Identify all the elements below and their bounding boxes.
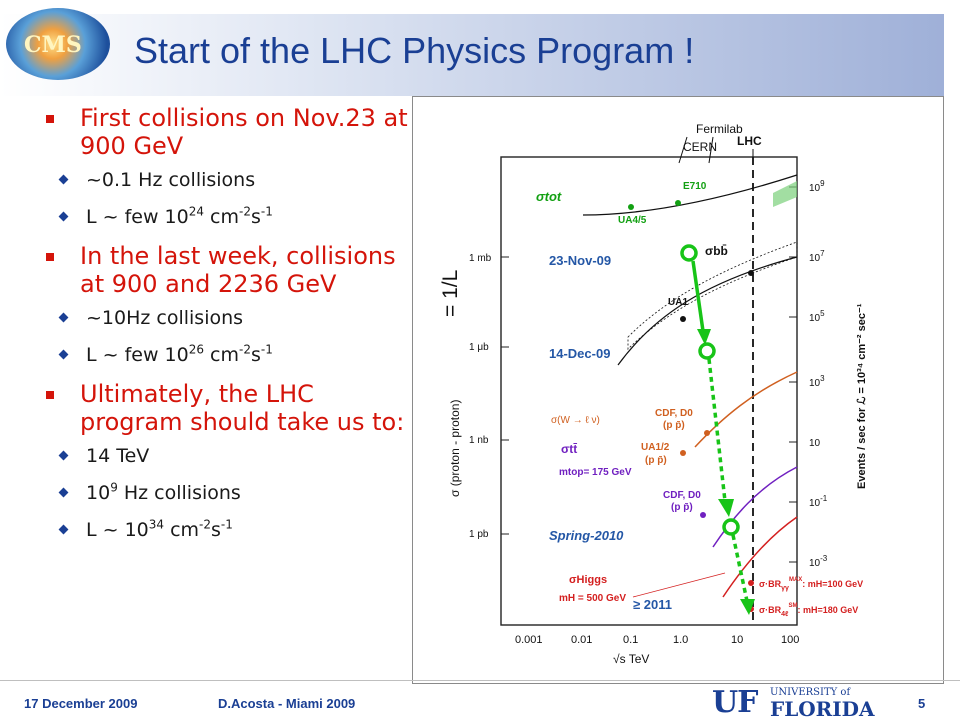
label-ppbar-top: (p p̄): [671, 502, 693, 513]
top-label-lhc: LHC: [737, 134, 762, 148]
sigma-tot-band: [773, 181, 797, 207]
cms-logo: CMS: [6, 8, 110, 80]
higgs-pointer: [632, 572, 726, 598]
label-ua12: UA1/2: [641, 442, 670, 453]
milestone-label: 14-Dec-09: [549, 346, 610, 361]
sub-bullet-energy: 14 TeV: [40, 444, 410, 468]
label-ua1: UA1: [668, 297, 688, 308]
fermilab-arrow: [708, 136, 714, 164]
milestone-marker: [722, 518, 740, 536]
label-cdf-d0-top: CDF, D0: [663, 490, 701, 501]
sub-bullet-luminosity: L ~ few 1024 cm-2s-1: [40, 205, 410, 229]
sigma-tt-curve: [712, 466, 798, 548]
label-sigma-tot: σtot: [536, 189, 562, 204]
right-tick: 10: [809, 438, 821, 449]
progress-arrow: [707, 358, 727, 502]
x-tick: 1.0: [673, 634, 688, 646]
cms-logo-text: CMS: [24, 32, 82, 58]
label-sigma-bb: σbb̄: [705, 244, 728, 258]
sigma-higgs-curve: [722, 516, 798, 598]
label-mtop: mtop= 175 GeV: [559, 467, 632, 478]
label-sigma-higgs: σHiggs: [569, 574, 607, 586]
bullet-last-week: In the last week, collisions at 900 and …: [40, 242, 410, 298]
plot-axes-box: [500, 156, 798, 626]
data-point: [680, 316, 686, 322]
top-label-cern: CERN: [683, 140, 717, 154]
milestone-marker: [680, 244, 698, 262]
left-tick: 1 μb: [469, 342, 489, 353]
sigma-w-curve: [694, 371, 798, 448]
x-axis-label: √s TeV: [613, 652, 649, 666]
milestone-label: 23-Nov-09: [549, 253, 611, 268]
data-point: [704, 430, 710, 436]
data-point: [748, 270, 754, 276]
bullet-first-collisions: First collisions on Nov.23 at 900 GeV: [40, 104, 410, 160]
cross-section-plot: CERN Fermilab LHC σ (proton - proton) = …: [412, 96, 944, 684]
progress-arrow: [731, 534, 749, 602]
left-tick: 1 nb: [469, 435, 489, 446]
cern-arrow: [678, 136, 688, 164]
sub-bullet-luminosity: L ~ 1034 cm-2s-1: [40, 518, 410, 542]
cross-section-figure: CERN Fermilab LHC σ (proton - proton) = …: [439, 122, 868, 666]
title-band: [0, 14, 944, 96]
uf-university-text: UNIVERSITY of: [770, 687, 851, 698]
label-sigma-tt: σtt̄: [561, 442, 577, 456]
uf-mark: UF: [712, 685, 758, 720]
label-br-gamma: σ·BRγγMAX: mH=100 GeV: [759, 577, 863, 592]
label-br-4l: σ·BR4ℓSM: mH=180 GeV: [759, 603, 858, 618]
data-point: [628, 204, 634, 210]
milestone-marker: [698, 342, 716, 360]
bullet-ultimately: Ultimately, the LHC program should take …: [40, 380, 410, 436]
label-ua45: UA4/5: [618, 215, 647, 226]
left-tick: 1 pb: [469, 529, 489, 540]
sub-bullet-rate: ~10Hz collisions: [40, 306, 410, 330]
x-tick: 0.1: [623, 634, 638, 646]
data-point: [680, 450, 686, 456]
bullet-list: First collisions on Nov.23 at 900 GeV ~0…: [40, 104, 410, 555]
x-tick: 0.001: [515, 634, 543, 646]
right-axis-label: Events / sec for ℒ = 10³⁴ cm⁻² sec⁻¹: [856, 303, 868, 489]
data-point: [748, 580, 754, 586]
x-tick: 10: [731, 634, 743, 646]
sigma-bb-band: [627, 241, 798, 350]
data-point: [675, 200, 681, 206]
milestone-label: ≥ 2011: [633, 597, 672, 612]
inverse-luminosity-label: = 1/L: [439, 270, 462, 317]
right-tick: 109: [809, 179, 825, 194]
right-tick: 10-1: [809, 494, 828, 509]
sub-bullet-rate: ~0.1 Hz collisions: [40, 168, 410, 192]
top-label-fermilab: Fermilab: [696, 122, 743, 136]
milestone-label: Spring-2010: [549, 528, 624, 543]
arrowhead: [697, 329, 711, 345]
label-cdf-d0: CDF, D0: [655, 408, 693, 419]
sigma-tot-curve: [582, 174, 798, 216]
data-point: [700, 512, 706, 518]
label-sigma-w: σ(W → ℓ ν): [551, 415, 600, 426]
footer-venue: D.Acosta - Miami 2009: [218, 696, 356, 711]
label-mh: mH = 500 GeV: [559, 593, 626, 604]
x-tick: 100: [781, 634, 799, 646]
footer-divider: [0, 680, 960, 681]
page-number: 5: [918, 696, 926, 711]
right-tick: 105: [809, 309, 825, 324]
sub-bullet-luminosity: L ~ few 1026 cm-2s-1: [40, 343, 410, 367]
slide-title: Start of the LHC Physics Program !: [134, 30, 695, 71]
left-axis-label: σ (proton - proton): [448, 400, 462, 497]
right-tick: 10-3: [809, 554, 828, 569]
arrowhead: [718, 499, 734, 517]
label-ppbar: (p p̄): [645, 455, 667, 466]
footer-date: 17 December 2009: [24, 696, 138, 711]
x-tick: 0.01: [571, 634, 592, 646]
label-ppbar: (p p̄): [663, 420, 685, 431]
right-tick: 103: [809, 374, 825, 389]
sigma-bb-curve: [617, 256, 798, 366]
left-tick: 1 mb: [469, 253, 492, 264]
sub-bullet-rate: 109 Hz collisions: [40, 481, 410, 505]
right-tick: 107: [809, 249, 825, 264]
label-e710: E710: [683, 181, 707, 192]
progress-arrow: [691, 260, 705, 332]
arrowhead: [740, 599, 755, 615]
uf-florida-text: FLORIDA: [770, 697, 875, 721]
